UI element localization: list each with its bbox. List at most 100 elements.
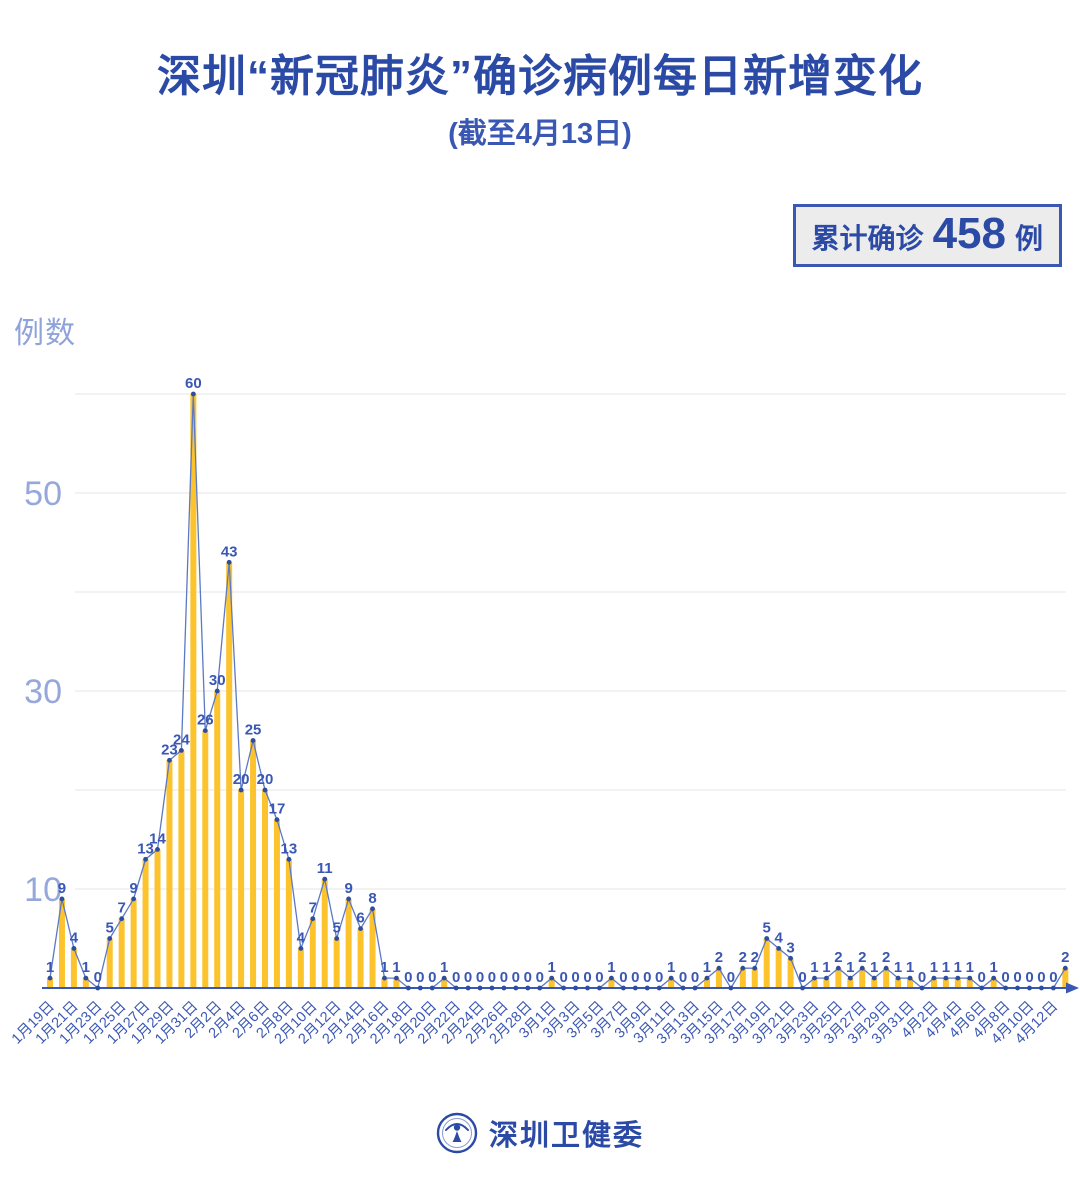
value-label: 4 <box>70 929 79 946</box>
data-point <box>178 748 184 753</box>
bar <box>668 978 675 988</box>
value-label: 1 <box>846 959 854 976</box>
value-label: 8 <box>368 890 376 907</box>
value-label: 0 <box>643 969 651 986</box>
data-point <box>501 985 507 991</box>
data-point <box>871 975 877 981</box>
value-label: 25 <box>245 722 262 739</box>
bar <box>333 938 340 988</box>
data-point <box>370 906 375 912</box>
value-label: 7 <box>117 900 125 917</box>
value-label: 0 <box>583 969 591 986</box>
bar <box>775 948 782 988</box>
data-point <box>346 896 352 902</box>
data-point <box>632 985 638 991</box>
data-point <box>620 985 626 991</box>
bar <box>703 978 710 988</box>
bar <box>871 978 878 988</box>
value-label: 0 <box>798 969 806 986</box>
data-point <box>250 738 256 743</box>
bar <box>142 859 149 988</box>
bar <box>321 879 328 988</box>
value-label: 1 <box>906 959 914 976</box>
bar <box>739 968 746 988</box>
x-axis-arrow-icon <box>1066 982 1079 994</box>
value-label: 0 <box>452 969 460 986</box>
data-point <box>1027 985 1032 991</box>
bar <box>548 978 555 988</box>
org-name: 深圳卫健委 <box>488 1120 644 1152</box>
value-label: 0 <box>416 969 424 986</box>
bar <box>823 978 830 988</box>
value-label: 1 <box>703 959 711 976</box>
bar <box>847 978 854 988</box>
value-label: 60 <box>185 375 202 392</box>
data-point <box>298 946 304 951</box>
data-point <box>83 975 89 981</box>
value-label: 0 <box>1049 969 1057 986</box>
data-point <box>214 688 220 694</box>
value-label: 0 <box>679 969 687 986</box>
bars-group <box>47 394 1069 988</box>
value-label: 20 <box>257 771 274 788</box>
value-label: 13 <box>281 840 298 857</box>
value-label: 0 <box>512 969 520 986</box>
data-point <box>274 817 280 823</box>
bar <box>154 849 161 988</box>
bar <box>381 978 388 988</box>
data-point <box>262 787 268 793</box>
value-label: 1 <box>548 959 556 976</box>
data-point <box>190 391 196 397</box>
value-label: 4 <box>297 929 306 946</box>
badge-unit: 例 <box>1014 223 1043 254</box>
bar <box>441 978 448 988</box>
value-label: 17 <box>269 801 286 818</box>
value-label: 4 <box>774 929 783 946</box>
data-point <box>561 985 567 991</box>
bar <box>226 562 233 988</box>
data-point <box>740 965 746 971</box>
page-title: 深圳“新冠肺炎”确诊病例每日新增变化 <box>157 52 923 101</box>
data-point <box>59 896 65 902</box>
value-label: 0 <box>1037 969 1045 986</box>
bar <box>954 978 961 988</box>
cumulative-total-badge: 累计确诊 458 例 <box>792 204 1062 267</box>
data-point <box>680 985 686 991</box>
value-label: 2 <box>739 949 747 966</box>
bar <box>608 978 615 988</box>
data-point <box>131 896 137 902</box>
data-point <box>489 985 495 991</box>
y-tick-label: 10 <box>24 871 62 909</box>
data-point <box>286 856 292 862</box>
bar <box>1062 968 1069 988</box>
data-point <box>202 728 208 733</box>
data-point <box>835 965 841 971</box>
value-label: 0 <box>1013 969 1021 986</box>
value-label: 30 <box>209 672 226 689</box>
value-label: 43 <box>221 543 238 560</box>
y-axis-title: 例数 <box>14 317 76 350</box>
value-label: 1 <box>954 959 962 976</box>
bar <box>811 978 818 988</box>
trend-line <box>49 393 1066 990</box>
data-point <box>143 856 148 862</box>
value-label: 1 <box>380 959 388 976</box>
value-label: 1 <box>942 959 950 976</box>
data-point <box>955 975 961 981</box>
value-label: 9 <box>344 880 352 897</box>
value-label: 20 <box>233 771 250 788</box>
data-point <box>668 975 674 981</box>
bar <box>966 978 973 988</box>
data-point <box>525 985 531 991</box>
data-point <box>883 965 889 971</box>
value-label: 0 <box>500 969 508 986</box>
data-point <box>537 985 543 991</box>
bar <box>990 978 997 988</box>
value-label: 1 <box>810 959 818 976</box>
markers-group <box>47 391 1068 991</box>
data-point <box>812 975 817 981</box>
bar <box>178 750 185 988</box>
bar <box>250 740 257 988</box>
data-point <box>322 876 328 882</box>
value-label: 0 <box>595 969 603 986</box>
